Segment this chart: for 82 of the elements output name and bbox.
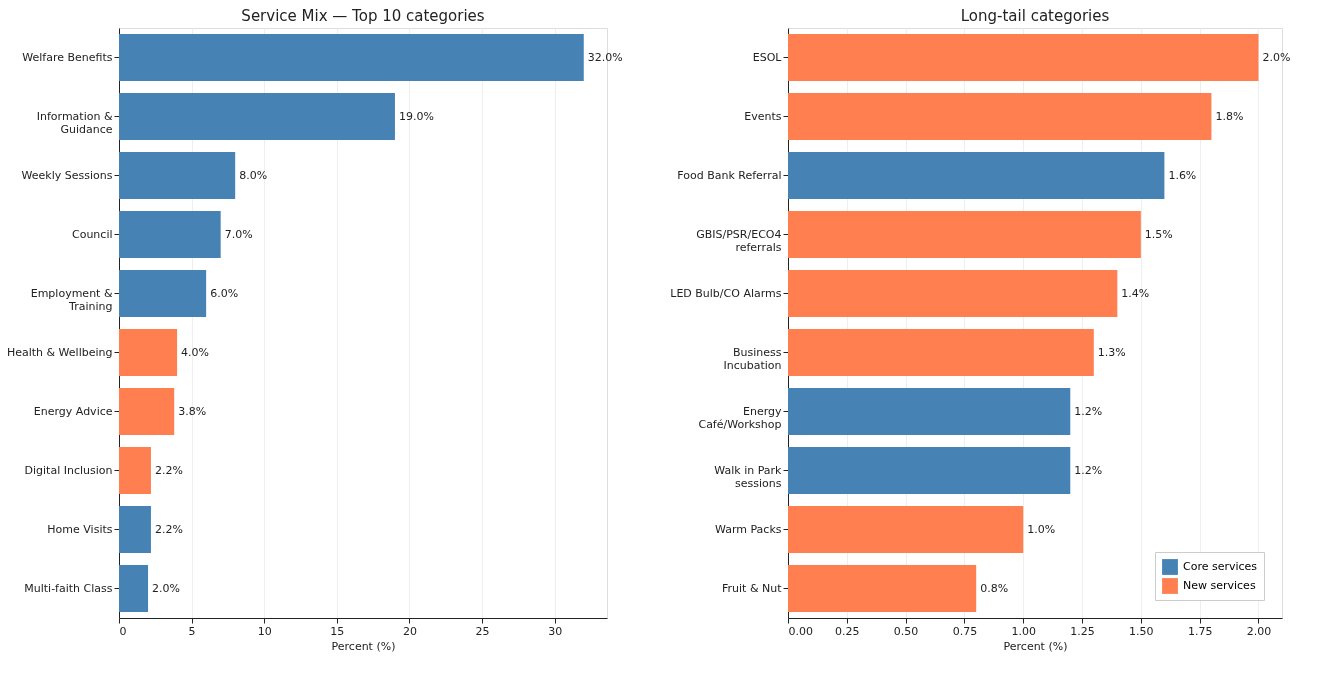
- y-tick-label: LED Bulb/CO Alarms: [670, 286, 782, 300]
- bar: [119, 92, 395, 141]
- x-axis-title: Percent (%): [1003, 639, 1068, 653]
- y-tick-label: Fruit & Nut: [722, 581, 783, 595]
- y-tick-label: Employment & Training: [30, 286, 113, 313]
- data-label: 1.4%: [1121, 286, 1150, 300]
- x-tick-label: 20: [402, 624, 417, 638]
- x-tick-label: 1.25: [1070, 624, 1095, 638]
- y-tick-label: Energy Café/Workshop: [698, 404, 782, 431]
- bar: [788, 33, 1259, 82]
- x-tick-label: 5: [188, 624, 196, 638]
- data-label: 4.0%: [181, 345, 210, 359]
- x-axis-title: Percent (%): [331, 639, 396, 653]
- x-tick-label: 15: [330, 624, 345, 638]
- chart-title: Long-tail categories: [960, 7, 1110, 25]
- y-tick-label: Home Visits: [47, 522, 113, 536]
- bar: [119, 387, 175, 436]
- data-label: 1.6%: [1168, 168, 1197, 182]
- y-tick-label: Digital Inclusion: [24, 463, 113, 477]
- x-tick-label: 10: [257, 624, 272, 638]
- bar: [119, 33, 584, 82]
- legend-label: Core services: [1183, 560, 1258, 573]
- data-label: 1.2%: [1074, 404, 1103, 418]
- y-tick-label: GBIS/PSR/ECO4 referrals: [696, 227, 782, 254]
- data-label: 6.0%: [210, 286, 239, 300]
- bar: [119, 505, 151, 554]
- y-tick-label: Council: [71, 227, 113, 241]
- data-label: 19.0%: [398, 109, 434, 123]
- data-label: 2.2%: [154, 522, 183, 536]
- x-tick-label: 0.50: [893, 624, 919, 638]
- y-tick-label: ESOL: [752, 50, 783, 64]
- x-tick-label: 30: [548, 624, 563, 638]
- bar: [119, 269, 207, 318]
- y-tick-label: Business Incubation: [723, 345, 782, 372]
- x-tick-label: 1.75: [1187, 624, 1213, 638]
- bar: [119, 328, 178, 377]
- data-label: 32.0%: [587, 50, 623, 64]
- y-tick-label: Warm Packs: [715, 522, 782, 536]
- y-tick-label: Energy Advice: [33, 404, 113, 418]
- y-tick-label: Weekly Sessions: [21, 168, 113, 182]
- data-label: 2.2%: [154, 463, 183, 477]
- bar: [788, 387, 1071, 436]
- x-tick-label: 0.75: [952, 624, 978, 638]
- y-tick-label: Food Bank Referral: [677, 168, 782, 182]
- bar: [788, 269, 1118, 318]
- data-label: 0.8%: [980, 581, 1009, 595]
- data-label: 1.5%: [1144, 227, 1173, 241]
- x-tick-label: 1.50: [1129, 624, 1154, 638]
- y-tick-label: Health & Wellbeing: [6, 345, 113, 359]
- bar: [788, 446, 1071, 495]
- data-label: 8.0%: [239, 168, 268, 182]
- x-tick-label: 1.00: [1011, 624, 1036, 638]
- x-tick-label: 0.00: [788, 624, 813, 638]
- legend-label: New services: [1183, 579, 1256, 592]
- bar: [119, 151, 236, 200]
- y-tick-label: Information & Guidance: [36, 109, 113, 136]
- x-tick-label: 0.25: [835, 624, 860, 638]
- bar: [119, 446, 151, 495]
- chart-title: Service Mix — Top 10 categories: [241, 7, 485, 25]
- data-label: 2.0%: [1262, 50, 1291, 64]
- bar: [788, 151, 1165, 200]
- y-tick-label: Walk in Park sessions: [714, 463, 783, 490]
- data-label: 3.8%: [178, 404, 207, 418]
- data-label: 7.0%: [224, 227, 253, 241]
- y-tick-label: Events: [744, 109, 782, 123]
- data-label: 1.0%: [1027, 522, 1056, 536]
- data-label: 2.0%: [152, 581, 180, 595]
- data-label: 1.2%: [1074, 463, 1103, 477]
- bar: [788, 92, 1212, 141]
- bar: [788, 328, 1094, 377]
- x-tick-label: 0: [119, 624, 127, 638]
- bar: [788, 210, 1141, 259]
- y-tick-label: Welfare Benefits: [22, 50, 113, 64]
- data-label: 1.8%: [1215, 109, 1244, 123]
- bar: [788, 505, 1024, 554]
- x-tick-label: 25: [475, 624, 490, 638]
- bar: [119, 210, 221, 259]
- data-label: 1.3%: [1097, 345, 1126, 359]
- bar: [788, 564, 977, 613]
- x-tick-label: 2.00: [1246, 624, 1272, 638]
- bar: [119, 564, 149, 613]
- y-tick-label: Multi-faith Class: [24, 581, 113, 595]
